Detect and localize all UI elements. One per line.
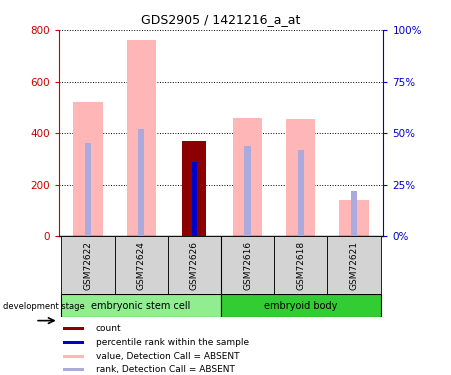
- Text: embryoid body: embryoid body: [264, 301, 337, 310]
- Text: count: count: [96, 324, 121, 333]
- Text: GSM72616: GSM72616: [243, 241, 252, 290]
- Bar: [340, 200, 369, 236]
- Text: development stage: development stage: [3, 302, 85, 311]
- Bar: [233, 118, 262, 236]
- Bar: [182, 141, 207, 236]
- Bar: [327, 236, 381, 294]
- Bar: [192, 162, 197, 236]
- Bar: [63, 327, 84, 330]
- Bar: [168, 236, 221, 294]
- Bar: [298, 150, 304, 236]
- Bar: [286, 119, 316, 236]
- Bar: [63, 355, 84, 357]
- Text: GSM72624: GSM72624: [137, 241, 146, 290]
- Bar: [221, 294, 381, 317]
- Text: rank, Detection Call = ABSENT: rank, Detection Call = ABSENT: [96, 365, 235, 374]
- Text: percentile rank within the sample: percentile rank within the sample: [96, 338, 249, 347]
- Bar: [63, 368, 84, 371]
- Text: GSM72621: GSM72621: [350, 241, 359, 290]
- Bar: [115, 236, 168, 294]
- Bar: [351, 191, 357, 236]
- Bar: [274, 236, 327, 294]
- Bar: [63, 341, 84, 344]
- Text: value, Detection Call = ABSENT: value, Detection Call = ABSENT: [96, 352, 239, 361]
- Text: GSM72626: GSM72626: [190, 241, 199, 290]
- Text: GSM72622: GSM72622: [83, 241, 92, 290]
- Bar: [73, 102, 102, 236]
- Bar: [138, 129, 144, 236]
- Bar: [85, 144, 91, 236]
- Bar: [244, 146, 251, 236]
- Bar: [221, 236, 274, 294]
- Bar: [61, 236, 115, 294]
- Bar: [126, 40, 156, 236]
- Text: embryonic stem cell: embryonic stem cell: [92, 301, 191, 310]
- Bar: [61, 294, 221, 317]
- Title: GDS2905 / 1421216_a_at: GDS2905 / 1421216_a_at: [141, 13, 301, 26]
- Text: GSM72618: GSM72618: [296, 241, 305, 290]
